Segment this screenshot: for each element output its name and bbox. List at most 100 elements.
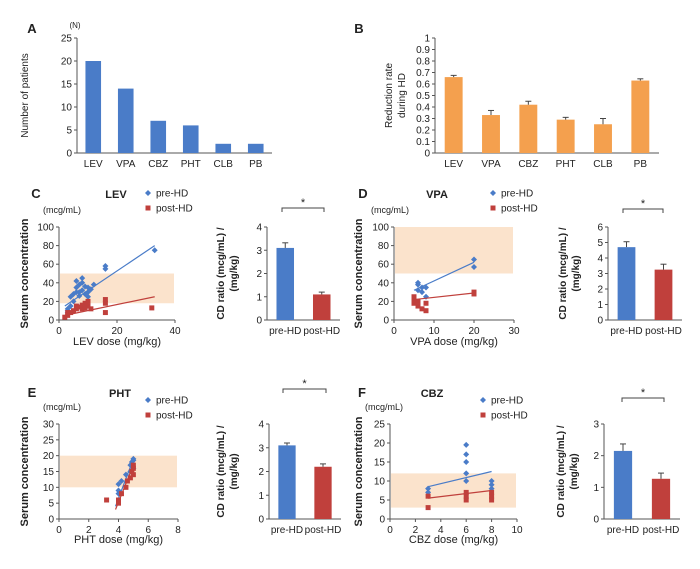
y-tick-label: 20 xyxy=(61,57,73,68)
data-point xyxy=(425,485,432,492)
x-tick-label: LEV xyxy=(444,159,463,170)
data-point xyxy=(130,472,136,478)
legend-label: pre-HD xyxy=(501,189,533,200)
x-tick-label: 0 xyxy=(391,326,397,337)
y-axis-label: Serum concentration xyxy=(353,416,365,526)
x-tick-label: CBZ xyxy=(148,159,168,170)
legend-label: pre-HD xyxy=(156,189,188,200)
data-point xyxy=(151,247,158,254)
chart-f: 0 5 10 15 20 25 0 2 4 6 8 10 pre-HD post-HD F CBZ (mcg/m… xyxy=(353,385,528,546)
data-point xyxy=(411,300,417,306)
legend-marker xyxy=(145,190,151,196)
x-axis-label: CBZ dose (mg/kg) xyxy=(409,534,498,546)
data-point xyxy=(463,459,470,465)
bar-post-hd xyxy=(314,466,332,519)
legend-marker xyxy=(145,397,151,403)
data-point xyxy=(149,305,155,311)
chart-d-ratio: 0 1 2 3 4 5 6 pre-HD post-HD CD ratio (mcg/mL) /(… xyxy=(558,198,682,337)
y-tick-label: 1 xyxy=(258,491,264,502)
data-point xyxy=(463,478,470,484)
x-tick-label: 4 xyxy=(116,525,122,536)
y-tick-label: 80 xyxy=(378,241,390,252)
trend-line xyxy=(413,261,475,291)
panel-label: E xyxy=(28,385,37,400)
unit-note: (mcg/mL) xyxy=(371,205,409,215)
data-point xyxy=(79,287,86,294)
bar-lev xyxy=(85,61,102,153)
trend-line xyxy=(64,296,155,316)
bar-pht xyxy=(556,119,575,153)
panel-title: CBZ xyxy=(421,388,444,400)
y-tick-label: 0 xyxy=(424,149,430,160)
y-tick-label: 0 xyxy=(597,316,603,327)
data-point xyxy=(79,275,86,282)
y-tick-label: 10 xyxy=(374,477,386,488)
x-tick-label: pre-HD xyxy=(269,326,301,337)
x-tick-label: pre-HD xyxy=(271,525,303,536)
significance-star: * xyxy=(641,198,646,210)
significance-bracket xyxy=(281,207,325,212)
x-tick-label: 40 xyxy=(169,326,181,337)
data-point xyxy=(463,493,469,499)
normal-range-band xyxy=(395,227,513,274)
x-tick-label: 20 xyxy=(468,326,480,337)
y-tick-label: 0.9 xyxy=(416,45,430,56)
x-tick-label: PHT xyxy=(556,159,576,170)
data-point xyxy=(82,300,88,306)
data-point xyxy=(463,470,470,477)
y-tick-label: 0 xyxy=(48,515,54,526)
data-point xyxy=(488,481,495,488)
y-tick-label: 1 xyxy=(597,300,603,311)
bar-pre-hd xyxy=(278,445,296,519)
y-tick-label: 1 xyxy=(593,483,599,494)
y-tick-label: 0 xyxy=(593,515,599,526)
panel-title: VPA xyxy=(426,189,448,201)
y-axis-label: CD ratio (mcg/mL) / xyxy=(558,227,569,319)
data-point xyxy=(88,306,94,312)
chart-d: 0 20 40 60 80 100 0 10 20 30 pre-HD post-HD D VPA (mcg… xyxy=(353,186,538,348)
y-axis-label: CD ratio (mcg/mL) / xyxy=(216,227,227,319)
y-tick-label: 10 xyxy=(43,483,55,494)
x-axis-label: PHT dose (mg/kg) xyxy=(74,534,163,546)
bar-lev xyxy=(444,77,463,153)
bar-post-hd xyxy=(654,269,673,320)
y-tick-label: 2 xyxy=(597,285,603,296)
x-axis-label: LEV dose (mg/kg) xyxy=(73,336,161,348)
y-tick-label: 4 xyxy=(258,420,264,431)
unit-note: (mcg/mL) xyxy=(43,205,81,215)
y-tick-label: 40 xyxy=(378,278,390,289)
y-tick-label: 25 xyxy=(43,435,55,446)
data-point xyxy=(419,306,425,312)
x-tick-label: 6 xyxy=(145,525,151,536)
y-tick-label: 0.3 xyxy=(416,114,430,125)
data-point xyxy=(85,303,91,309)
data-point xyxy=(489,493,495,499)
y-tick-label: 25 xyxy=(374,420,386,431)
bar-vpa xyxy=(117,88,134,153)
data-point xyxy=(127,475,133,481)
bar-cbz xyxy=(150,120,167,153)
y-tick-label: 10 xyxy=(61,103,73,114)
data-point xyxy=(82,305,88,311)
series-pre-hd xyxy=(413,256,477,300)
series-post-hd xyxy=(411,289,477,314)
y-tick-label: 60 xyxy=(43,260,55,271)
x-tick-label: 6 xyxy=(463,525,469,536)
data-point xyxy=(463,497,469,503)
panel-label: A xyxy=(27,21,37,36)
data-point xyxy=(415,303,421,309)
y-tick-label: 0.4 xyxy=(416,103,430,114)
x-tick-label: 2 xyxy=(86,525,92,536)
legend-label: post-HD xyxy=(156,411,193,422)
chart-e-ratio: 0 1 2 3 4 pre-HD post-HD CD ratio (mcg/mL) / (mg… xyxy=(216,378,341,536)
data-point xyxy=(129,469,135,474)
data-point xyxy=(489,497,495,503)
unit-note: (mcg/mL) xyxy=(365,402,403,412)
y-tick-label: 100 xyxy=(372,223,389,234)
significance-bracket xyxy=(282,388,327,393)
data-point xyxy=(85,293,91,300)
legend-label: pre-HD xyxy=(156,396,188,407)
data-point xyxy=(65,310,71,316)
y-tick-label: 3 xyxy=(256,246,262,257)
